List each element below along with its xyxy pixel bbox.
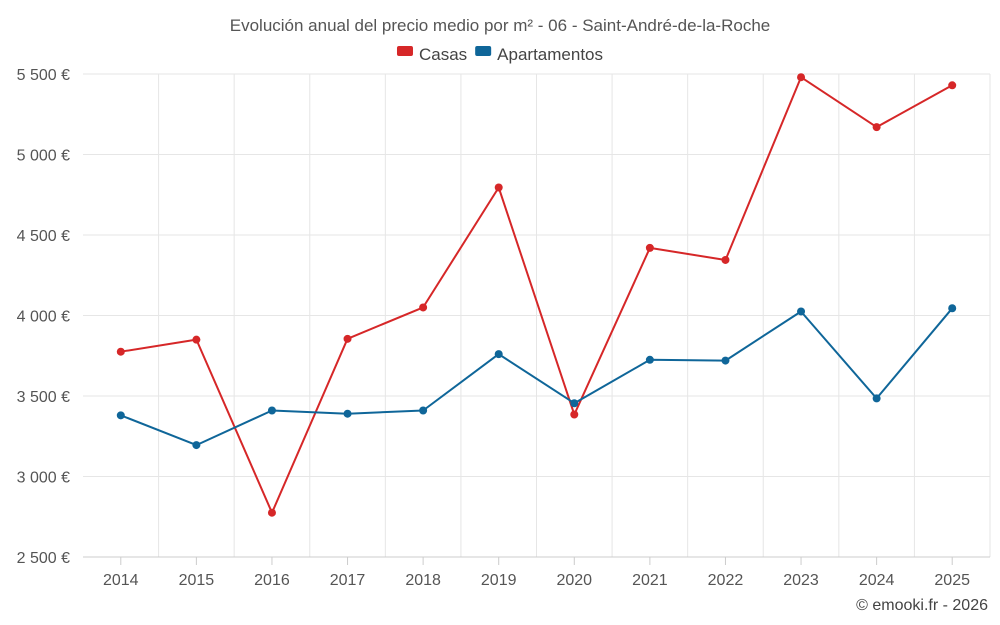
credit-text: © emooki.fr - 2026 xyxy=(856,597,988,614)
data-point-casas[interactable] xyxy=(645,243,654,252)
x-tick-label: 2014 xyxy=(103,572,139,589)
data-point-casas[interactable] xyxy=(494,183,503,192)
data-point-apartamentos[interactable] xyxy=(267,406,276,415)
grid-layer xyxy=(83,73,991,557)
data-point-casas[interactable] xyxy=(419,303,428,312)
data-point-apartamentos[interactable] xyxy=(419,406,428,415)
x-tick-label: 2018 xyxy=(405,572,441,589)
data-point-apartamentos[interactable] xyxy=(494,350,503,359)
y-tick-label: 2 500 € xyxy=(17,550,70,567)
y-tick-label: 4 500 € xyxy=(17,228,70,245)
series-line-apartamentos xyxy=(120,307,953,447)
data-point-apartamentos[interactable] xyxy=(116,411,125,420)
x-tick-label: 2023 xyxy=(783,572,819,589)
data-point-apartamentos[interactable] xyxy=(570,399,579,408)
data-point-casas[interactable] xyxy=(343,334,352,343)
data-point-casas[interactable] xyxy=(872,123,881,132)
legend-label: Casas xyxy=(419,45,467,64)
legend-item-apartamentos[interactable]: Apartamentos xyxy=(475,45,603,64)
data-point-casas[interactable] xyxy=(797,73,806,82)
x-tick-label: 2024 xyxy=(859,572,895,589)
axis-layer: 2 500 € 3 000 € 3 500 € 4 000 € 4 500 € 5 000… xyxy=(17,67,990,589)
x-tick-label: 2019 xyxy=(481,572,517,589)
x-tick-label: 2020 xyxy=(556,572,592,589)
x-tick-label: 2025 xyxy=(934,572,970,589)
x-tick-label: 2017 xyxy=(330,572,366,589)
data-point-casas[interactable] xyxy=(116,347,125,356)
data-point-apartamentos[interactable] xyxy=(343,409,352,418)
data-point-apartamentos[interactable] xyxy=(645,355,654,364)
legend-item-casas[interactable]: Casas xyxy=(396,45,467,64)
data-point-apartamentos[interactable] xyxy=(192,441,201,450)
legend: Casas Apartamentos xyxy=(396,45,603,64)
series-layer xyxy=(116,73,957,517)
data-point-casas[interactable] xyxy=(267,508,276,517)
data-point-apartamentos[interactable] xyxy=(721,356,730,365)
data-point-casas[interactable] xyxy=(570,410,579,419)
x-tick-label: 2016 xyxy=(254,572,290,589)
legend-label: Apartamentos xyxy=(497,45,603,64)
x-tick-label: 2015 xyxy=(179,572,215,589)
data-point-casas[interactable] xyxy=(721,255,730,264)
y-tick-label: 3 500 € xyxy=(17,389,70,406)
data-point-apartamentos[interactable] xyxy=(797,307,806,316)
y-tick-label: 4 000 € xyxy=(17,309,70,326)
legend-swatch xyxy=(475,46,492,56)
x-tick-label: 2022 xyxy=(708,572,744,589)
x-tick-label: 2021 xyxy=(632,572,668,589)
data-point-apartamentos[interactable] xyxy=(872,394,881,403)
y-tick-label: 5 000 € xyxy=(17,148,70,165)
data-point-apartamentos[interactable] xyxy=(948,304,957,313)
y-tick-label: 5 500 € xyxy=(17,67,70,84)
series-line-casas xyxy=(120,76,953,514)
data-point-casas[interactable] xyxy=(948,81,957,90)
y-tick-label: 3 000 € xyxy=(17,470,70,487)
data-point-casas[interactable] xyxy=(192,335,201,344)
legend-swatch xyxy=(396,46,413,56)
chart-title: Evolución anual del precio medio por m² … xyxy=(230,16,771,35)
